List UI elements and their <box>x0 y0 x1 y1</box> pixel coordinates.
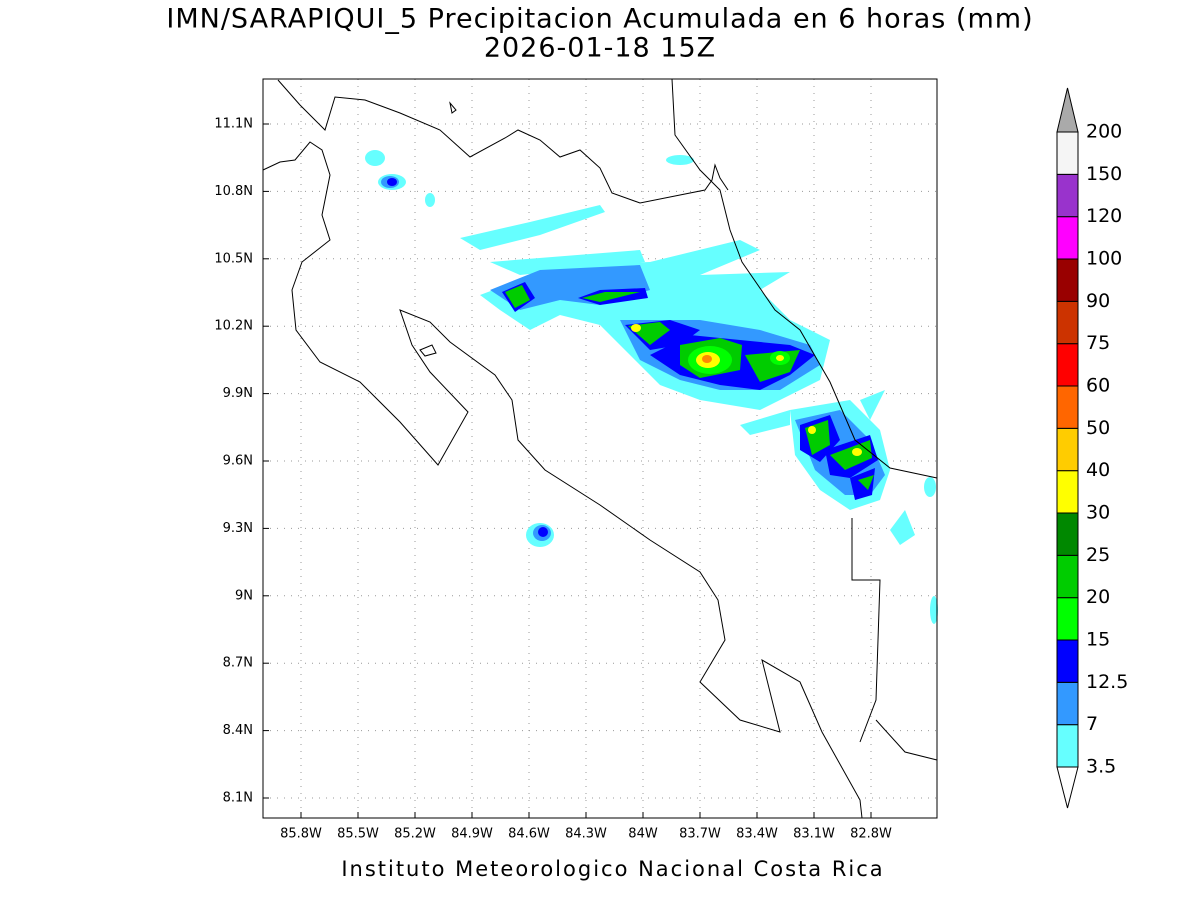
colorbar-label: 25 <box>1086 544 1110 566</box>
coastlines <box>262 78 938 819</box>
colorbar-box <box>1056 554 1079 599</box>
map-frame <box>262 78 938 819</box>
colorbar-label: 100 <box>1086 248 1122 270</box>
colorbar-box <box>1056 385 1079 429</box>
colorbar-box <box>1056 724 1079 768</box>
colorbar-box <box>1056 639 1079 683</box>
colorbar-label: 75 <box>1086 332 1110 354</box>
colorbar-box <box>1056 512 1079 556</box>
lat-label: 9.3N <box>223 521 253 536</box>
lon-label: 84.9W <box>451 827 493 842</box>
colorbar-label: 200 <box>1086 121 1122 143</box>
colorbar-label: 90 <box>1086 290 1110 312</box>
colorbar-label: 15 <box>1086 629 1110 651</box>
colorbar-box <box>1056 258 1079 302</box>
colorbar-over <box>1056 87 1079 133</box>
lon-label: 85.5W <box>337 827 379 842</box>
colorbar-box <box>1056 131 1079 175</box>
colorbar-box <box>1056 216 1079 260</box>
lat-label: 9.6N <box>223 454 253 469</box>
colorbar-label: 150 <box>1086 163 1122 185</box>
lat-label: 8.7N <box>223 656 253 671</box>
lon-label: 83.1W <box>793 827 835 842</box>
colorbar-label: 50 <box>1086 417 1110 439</box>
lon-label: 83.4W <box>736 827 778 842</box>
subtitle: 2026-01-18 15Z <box>484 33 716 64</box>
colorbar-box <box>1056 470 1079 514</box>
colorbar-box <box>1056 681 1079 726</box>
title: IMN/SARAPIQUI_5 Precipitacion Acumulada … <box>166 4 1033 35</box>
lon-label: 84.3W <box>565 827 607 842</box>
footer: Instituto Meteorologico Nacional Costa R… <box>341 857 884 881</box>
lon-label: 82.8W <box>850 827 892 842</box>
lon-label: 85.2W <box>394 827 436 842</box>
colorbar-label: 40 <box>1086 459 1110 481</box>
colorbar-label: 60 <box>1086 375 1110 397</box>
colorbar-label: 12.5 <box>1086 671 1128 693</box>
lat-label: 10.2N <box>214 319 253 334</box>
lat-label: 9N <box>235 588 253 603</box>
colorbar-label: 3.5 <box>1086 756 1116 778</box>
colorbar: 3.5 7 12.5 15 20 25 30 40 50 60 75 90 100 120 150 200 <box>1056 87 1128 809</box>
colorbar-under <box>1056 766 1079 809</box>
colorbar-box <box>1056 597 1079 641</box>
lat-label: 11.1N <box>214 117 253 132</box>
lat-label: 9.9N <box>223 386 253 401</box>
lon-label: 83.7W <box>679 827 721 842</box>
colorbar-label: 30 <box>1086 502 1110 524</box>
lat-label: 10.8N <box>214 184 253 199</box>
lat-label: 8.4N <box>223 723 253 738</box>
lat-label: 10.5N <box>214 251 253 266</box>
lon-label: 84W <box>628 827 658 842</box>
colorbar-box <box>1056 427 1079 472</box>
colorbar-box <box>1056 343 1079 387</box>
precipitation <box>365 150 938 624</box>
colorbar-label: 20 <box>1086 586 1110 608</box>
grid: 11.1N 10.8N 10.5N 10.2N 9.9N 9.6N 9.3N 9N 8.7N 8.… <box>214 79 937 842</box>
lon-label: 84.6W <box>508 827 550 842</box>
colorbar-box <box>1056 300 1079 345</box>
colorbar-label: 120 <box>1086 205 1122 227</box>
colorbar-label: 7 <box>1086 713 1098 735</box>
lon-label: 85.8W <box>280 827 322 842</box>
lat-label: 8.1N <box>223 791 253 806</box>
colorbar-box <box>1056 173 1079 218</box>
